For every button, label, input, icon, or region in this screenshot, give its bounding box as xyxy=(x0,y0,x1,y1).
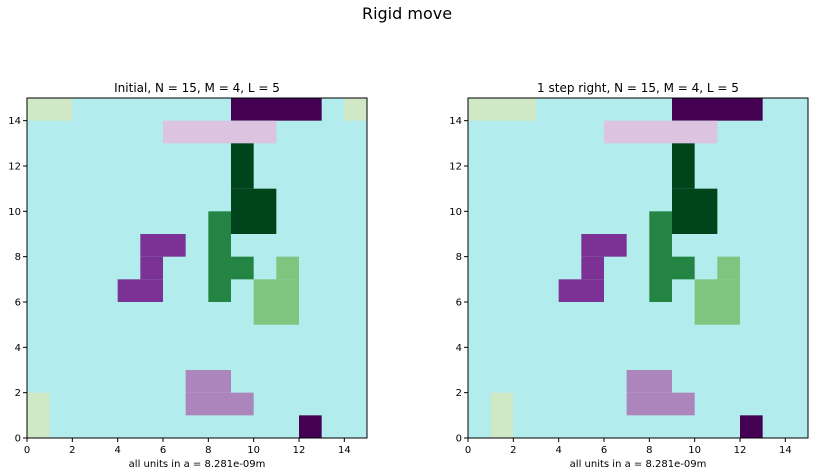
x-tick-label: 2 xyxy=(510,445,516,456)
panel-step-right: 1 step right, N = 15, M = 4, L = 5 all u… xyxy=(449,81,809,470)
cell-purple xyxy=(581,234,627,257)
y-tick-label: 6 xyxy=(15,298,21,309)
y-tick-label: 12 xyxy=(8,162,21,173)
cell-lavender xyxy=(626,392,695,416)
cell-light_pink xyxy=(163,120,277,144)
cell-pale_green xyxy=(27,392,50,438)
cell-dark_green xyxy=(672,143,695,189)
cell-purple xyxy=(558,279,604,302)
x-tick-label: 0 xyxy=(465,445,471,456)
cell-light_green xyxy=(717,256,740,280)
figure-title: Rigid move xyxy=(362,4,452,23)
cell-purple xyxy=(140,234,186,257)
cell-dark_purple xyxy=(231,98,322,121)
cell-purple xyxy=(581,256,604,280)
x-tick-label: 6 xyxy=(601,445,607,456)
cell-light_green xyxy=(253,279,299,325)
y-tick-label: 0 xyxy=(456,434,462,445)
plot-frame xyxy=(467,97,809,439)
y-tick-label: 10 xyxy=(449,207,462,218)
cell-dark_purple xyxy=(740,415,763,438)
cell-pale_green xyxy=(468,98,536,121)
y-tick-label: 2 xyxy=(15,388,21,399)
cell-purple xyxy=(140,256,163,280)
panel-title: 1 step right, N = 15, M = 4, L = 5 xyxy=(537,81,739,95)
y-tick-label: 0 xyxy=(15,434,21,445)
y-tick-label: 4 xyxy=(15,343,21,354)
x-tick-label: 10 xyxy=(688,445,701,456)
panel-initial: Initial, N = 15, M = 4, L = 5 all units … xyxy=(8,81,368,470)
x-tick-label: 2 xyxy=(69,445,75,456)
cell-lavender xyxy=(185,392,254,416)
plot-frame xyxy=(26,97,368,439)
y-tick-label: 12 xyxy=(449,162,462,173)
y-tick-label: 8 xyxy=(456,252,462,263)
x-tick-label: 4 xyxy=(555,445,561,456)
x-tick-label: 12 xyxy=(293,445,306,456)
x-tick-label: 14 xyxy=(338,445,351,456)
x-tick-label: 8 xyxy=(205,445,211,456)
cell-green xyxy=(208,211,231,302)
x-tick-label: 12 xyxy=(734,445,747,456)
x-tick-label: 4 xyxy=(114,445,120,456)
cell-pale_green xyxy=(344,98,367,121)
y-tick-label: 2 xyxy=(456,388,462,399)
cell-dark_green xyxy=(672,188,718,234)
cell-pale_green xyxy=(27,98,73,121)
y-tick-label: 6 xyxy=(456,298,462,309)
x-tick-label: 0 xyxy=(24,445,30,456)
cell-light_pink xyxy=(604,120,718,144)
cell-light_green xyxy=(276,256,299,280)
x-axis-label: all units in a = 8.281e-09m xyxy=(570,459,707,470)
x-tick-label: 8 xyxy=(646,445,652,456)
y-tick-label: 10 xyxy=(8,207,21,218)
panel-title: Initial, N = 15, M = 4, L = 5 xyxy=(114,81,280,95)
x-axis-label: all units in a = 8.281e-09m xyxy=(129,459,266,470)
x-tick-label: 14 xyxy=(779,445,792,456)
cell-light_green xyxy=(694,279,740,325)
y-tick-label: 4 xyxy=(456,343,462,354)
cell-green xyxy=(231,256,254,280)
cell-dark_purple xyxy=(672,98,763,121)
y-tick-label: 14 xyxy=(449,116,462,127)
cell-lavender xyxy=(626,370,672,393)
y-tick-label: 14 xyxy=(8,116,21,127)
cell-pale_green xyxy=(490,392,514,438)
cell-lavender xyxy=(185,370,231,393)
cell-dark_green xyxy=(231,143,254,189)
x-tick-label: 6 xyxy=(160,445,166,456)
cell-dark_purple xyxy=(299,415,322,438)
y-tick-label: 8 xyxy=(15,252,21,263)
cell-green xyxy=(672,256,695,280)
x-tick-label: 10 xyxy=(247,445,260,456)
cell-green xyxy=(649,211,672,302)
cell-dark_green xyxy=(231,188,277,234)
cell-purple xyxy=(117,279,163,302)
